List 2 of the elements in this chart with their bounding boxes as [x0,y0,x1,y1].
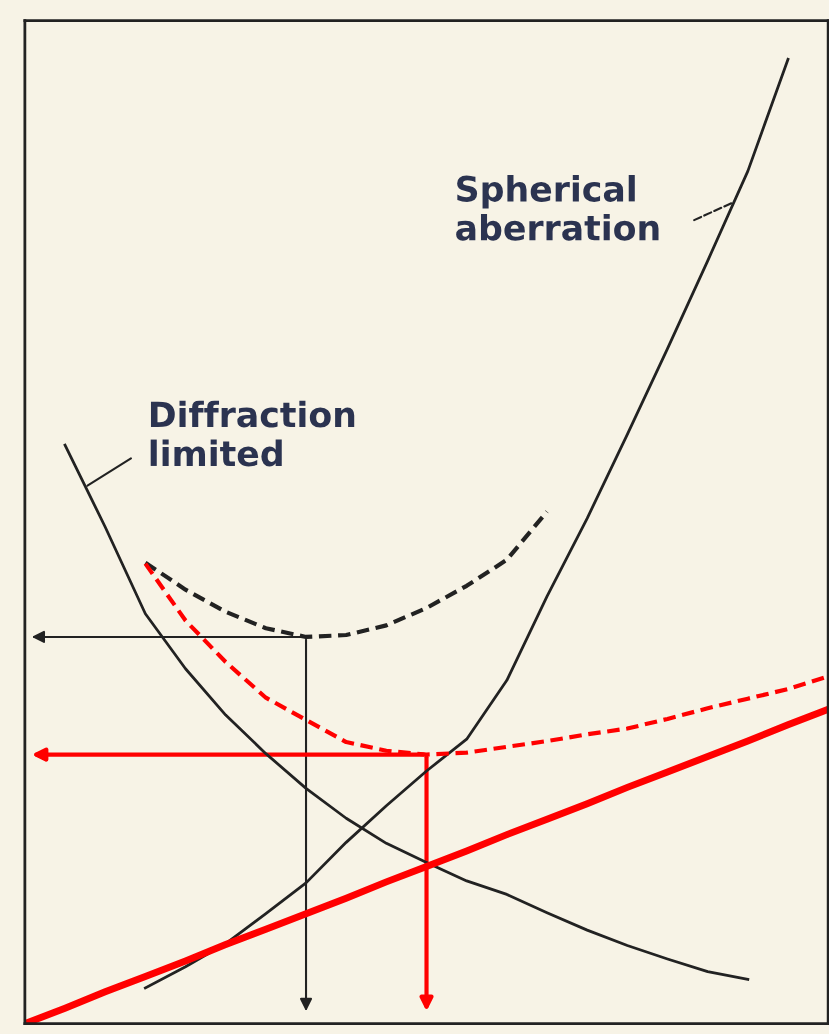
annotation: Diffraction limited [150,400,355,467]
annotation: Spherical aberration [456,175,659,241]
